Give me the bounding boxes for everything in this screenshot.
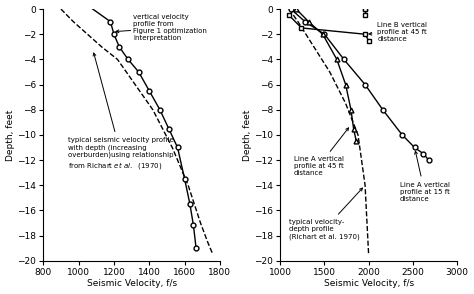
X-axis label: Seismic Velocity, f/s: Seismic Velocity, f/s (324, 279, 414, 288)
Text: vertical velocity
profile from
Figure 1 optimization
interpretation: vertical velocity profile from Figure 1 … (116, 14, 207, 41)
Text: typical velocity-
depth profile
(Richart et al. 1970): typical velocity- depth profile (Richart… (289, 188, 363, 240)
X-axis label: Seismic Velocity, f/s: Seismic Velocity, f/s (87, 279, 177, 288)
Text: Line A vertical
profile at 45 ft
distance: Line A vertical profile at 45 ft distanc… (293, 128, 348, 176)
Text: Line B vertical
profile at 45 ft
distance: Line B vertical profile at 45 ft distanc… (369, 22, 428, 42)
Y-axis label: Depth, feet: Depth, feet (243, 109, 252, 161)
Text: typical seismic velocity profile
with depth (increasing
overburden)using relatio: typical seismic velocity profile with de… (68, 53, 174, 171)
Text: Line A vertical
profile at 15 ft
distance: Line A vertical profile at 15 ft distanc… (400, 151, 449, 201)
Y-axis label: Depth, feet: Depth, feet (6, 109, 15, 161)
